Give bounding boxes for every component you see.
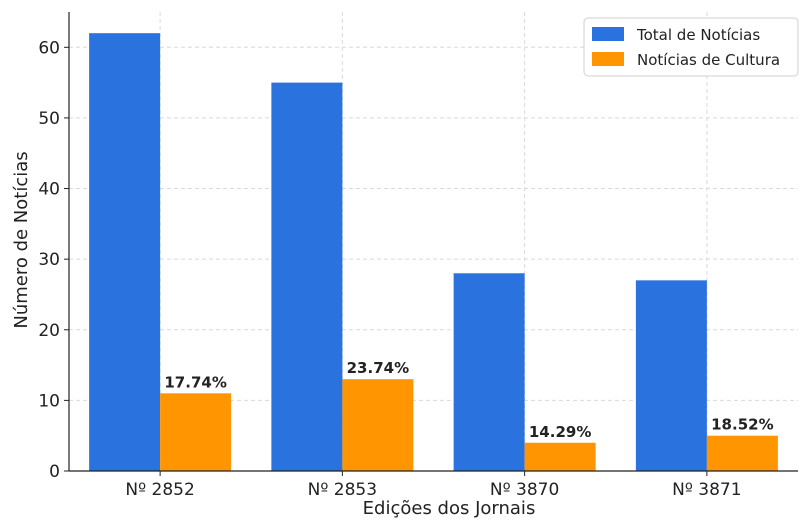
bar-cultura xyxy=(342,379,414,471)
y-tick-label: 20 xyxy=(38,321,60,341)
x-axis-title: Edições dos Jornais xyxy=(363,498,536,519)
bar-total xyxy=(635,280,707,471)
grid-lines xyxy=(69,12,798,471)
data-label: 18.52% xyxy=(711,416,773,434)
legend: Total de Notícias Notícias de Cultura xyxy=(583,17,799,77)
legend-label-total: Total de Notícias xyxy=(636,26,760,44)
x-tick-labels: Nº 2852 Nº 2853 Nº 3870 Nº 3871 xyxy=(125,471,742,500)
bar-cultura xyxy=(706,435,778,471)
y-axis-title: Número de Notícias xyxy=(11,151,32,328)
data-label: 14.29% xyxy=(529,423,591,441)
data-labels: 17.74% 23.74% 14.29% 18.52% xyxy=(164,359,773,441)
legend-label-cultura: Notícias de Cultura xyxy=(637,51,780,69)
y-tick-label: 0 xyxy=(49,462,60,482)
y-tick-label: 50 xyxy=(38,109,60,129)
data-label: 23.74% xyxy=(347,359,409,377)
bar-cultura xyxy=(524,442,596,471)
axes xyxy=(68,12,798,472)
y-tick-labels: 0 10 20 30 40 50 60 xyxy=(38,38,69,482)
x-tick-label: Nº 2853 xyxy=(308,480,377,500)
bar-total xyxy=(89,33,161,471)
y-tick-label: 40 xyxy=(38,180,60,200)
y-tick-label: 10 xyxy=(38,391,60,411)
x-tick-label: Nº 3871 xyxy=(672,480,741,500)
y-tick-label: 60 xyxy=(38,38,60,58)
x-tick-label: Nº 3870 xyxy=(490,480,559,500)
bars xyxy=(89,33,778,471)
legend-swatch-total xyxy=(592,27,624,41)
data-label: 17.74% xyxy=(164,373,226,391)
legend-frame xyxy=(583,17,799,77)
bar-cultura xyxy=(160,393,232,471)
bar-total xyxy=(453,273,525,471)
x-tick-label: Nº 2852 xyxy=(125,480,194,500)
y-tick-label: 30 xyxy=(38,250,60,270)
bar-total xyxy=(271,82,343,471)
legend-swatch-cultura xyxy=(592,52,624,66)
